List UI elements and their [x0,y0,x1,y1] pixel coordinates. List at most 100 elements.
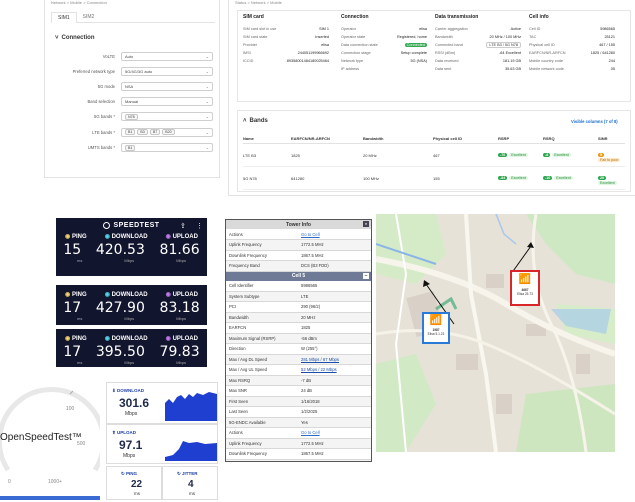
map-view[interactable]: 📶 1987 Elisa 5.1.23 📶 4667 Elisa 25.73 [376,214,615,452]
speedtest-card-2: ◉ PING ◉ DOWNLOAD ◉ UPLOAD 17 427.90 83.18 ms M… [56,285,207,325]
status-label: Connection stage [341,51,371,55]
gauge-tick-1000: 1000+ [48,479,63,485]
speedtest-label: ◉ DOWNLOAD [104,234,148,240]
share-icon[interactable]: ⇪ [180,223,186,230]
tower-value: -56 dBm [298,333,371,344]
jitter-result: ↻ JITTER 4 ms [162,466,218,500]
speedtest-label: ◉ PING [65,234,87,240]
field-row: Preferred network type 5G/4G/3G auto ⌄ [49,67,217,76]
tower-marker-1[interactable]: 📶 1987 Elisa 5.1.23 [422,312,450,344]
speedtest-value: 81.66 [159,242,200,258]
speedtest-value: 17 [63,344,82,360]
field-select[interactable]: Manual ⌄ [121,97,213,106]
band-chip[interactable]: N78 [125,113,138,120]
tower-value: 5986565 [298,280,371,292]
chevron-down-icon: ⌄ [205,84,209,89]
tower-marker-2[interactable]: 📶 4667 Elisa 25.73 [510,270,540,306]
speedtest-label: ◉ UPLOAD [165,292,198,298]
status-label: TAC [529,35,537,39]
tower-label: System Subtype [226,291,298,302]
tower-row: Uplink Frequency 1772.5 MHz [226,438,371,449]
tower-label: EARFCN [226,322,298,334]
field-label: Band selection [87,99,115,104]
speedtest-value: 427.90 [95,300,145,316]
status-row: Mobile network code 05 [529,65,623,73]
status-label: Data connection state [341,43,378,47]
field-row: VoLTE Auto ⌄ [49,52,217,61]
chevron-down-icon: ⌄ [205,99,209,104]
band-chip[interactable]: B20 [162,129,175,135]
field-select[interactable]: 5G/4G/3G auto ⌄ [121,67,213,76]
ping-unit: ms [134,491,140,496]
openspeedtest-title: OpenSpeedTest™ [0,432,82,443]
status-value: 244051199966692 [297,51,329,55]
speedtest-unit: ms [77,360,83,365]
tower-value: 1867.5 MHz [298,448,371,460]
select-value: 5G/4G/3G auto [125,69,153,74]
chevron-down-icon: ⌄ [205,114,209,119]
menu-icon[interactable]: ⋮ [196,223,203,230]
upload-icon: ⬆ [112,430,118,435]
select-value: NSA [125,84,134,89]
tower-value[interactable]: Go to Cell [298,427,371,439]
tab-sim1[interactable]: SIM1 [51,11,77,23]
close-icon[interactable]: × [363,221,369,227]
status-row: TAC 25121 [529,33,623,41]
status-label: Data received [435,59,459,63]
tower-row: PCI 290 (96/2) [226,301,371,313]
tower-value[interactable]: Go to Cell [298,229,371,240]
status-row: ICCID 89358001484180025464 [243,57,337,65]
tower-row: Max / Avg UL Speed 52 Mbps / 22 Mbps [226,364,371,376]
rsrq-quality: Excellent [552,153,571,157]
tab-sim2[interactable]: SIM2 [82,14,95,20]
tower-value: 1/16/2018 [298,396,371,407]
field-select[interactable]: N78 ⌄ [121,112,213,121]
status-label: Operator state [341,35,366,39]
collapse-icon[interactable]: – [363,272,369,279]
tower-value: 24 dB [298,385,371,397]
status-row: Mobile country code 244 [529,57,623,65]
status-label: Physical cell ID [529,43,555,47]
download-icon: ◉ [104,336,112,342]
visible-columns-button[interactable]: Visible columns (7 of 8) [571,119,618,124]
tower-row: Maximum Signal (RSRP) -56 dBm [226,333,371,344]
band-chip[interactable]: B3 [137,129,148,135]
tower-row: Bandwidth 20 MHz [226,312,371,323]
field-select[interactable]: Auto ⌄ [121,52,213,61]
status-value: elisa [321,43,329,47]
bands-cell: 641280 [291,176,305,181]
status-row: Provider elisa [243,41,337,49]
collapse-chevron-icon[interactable]: ˅ [55,35,59,41]
band-chip[interactable]: B7 [149,129,161,135]
field-select[interactable]: B1 B3 B7 B20 ⌄ [121,127,213,137]
tower-label: Last Seen [226,406,298,418]
status-row: IP address [341,65,435,73]
field-row: UMTS bands * B1 ⌄ [49,143,217,152]
tower-value[interactable]: 52 Mbps / 22 Mbps [298,364,371,376]
field-select[interactable]: B1 ⌄ [121,143,213,152]
status-label: EARFCN/NR-ARFCN [529,51,566,55]
field-select[interactable]: NSA ⌄ [121,82,213,91]
speedtest-unit: ms [77,258,83,263]
field-row: Band selection Manual ⌄ [49,97,217,106]
bands-header: RSRP [498,136,510,141]
tower-row: EARFCN 1825 [226,322,371,334]
rsrq-quality: Excellent [554,176,573,180]
tower-info-title: Tower Info [286,221,311,228]
tower-value[interactable]: 281 Mbps / 67 Mbps [298,354,371,365]
tower-value: Yes [298,417,371,428]
bands-cell: 1825 [291,153,300,158]
status-row: EARFCN/NR-ARFCN 1825 / 641280 [529,49,623,57]
tower-label: Actions [226,427,298,439]
mobile-status-panel: Status > Network > Mobile SIM card SIM ca… [228,0,635,196]
tower-value: 290 (96/2) [298,301,371,313]
tower-value: 1/2/2025 [298,406,371,418]
band-chip[interactable]: B1 [125,129,136,135]
bands-chevron-icon[interactable]: ˄ [243,118,247,124]
ping-icon: ↻ [121,471,127,476]
upload-icon: ◉ [165,234,173,240]
speedtest-logo: SPEEDTEST [113,222,160,229]
rsrq-value: -8 [543,153,551,157]
band-chip[interactable]: B1 [125,144,136,151]
bands-header: EARFCN/NR-ARFCN [291,136,330,141]
